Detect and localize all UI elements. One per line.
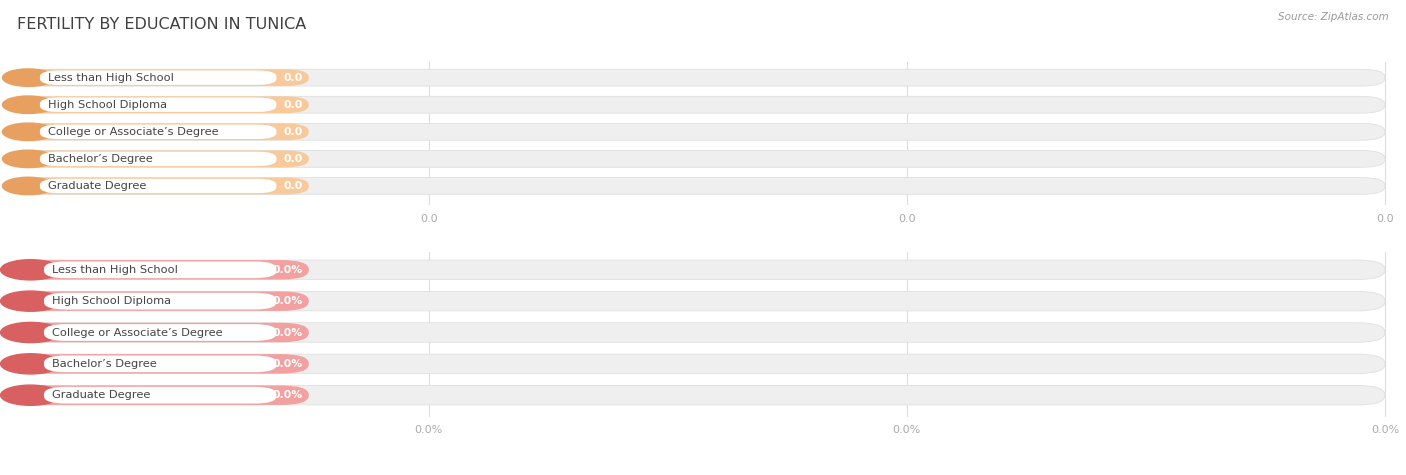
Text: High School Diploma: High School Diploma [48,100,167,110]
FancyBboxPatch shape [14,124,309,140]
Text: 0.0: 0.0 [284,127,304,137]
Text: 0.0: 0.0 [284,154,304,164]
Text: 0.0%: 0.0% [273,327,304,338]
FancyBboxPatch shape [14,386,1385,405]
FancyBboxPatch shape [44,293,277,310]
Text: 0.0: 0.0 [898,213,915,224]
Text: 0.0: 0.0 [1376,213,1393,224]
Text: 0.0: 0.0 [284,73,304,83]
FancyBboxPatch shape [39,179,277,193]
Text: 0.0: 0.0 [284,181,304,191]
Text: 0.0: 0.0 [420,213,437,224]
FancyBboxPatch shape [14,151,309,167]
FancyBboxPatch shape [14,151,1385,167]
FancyBboxPatch shape [14,354,309,373]
Text: Graduate Degree: Graduate Degree [52,390,150,400]
Text: FERTILITY BY EDUCATION IN TUNICA: FERTILITY BY EDUCATION IN TUNICA [17,17,307,32]
Circle shape [3,96,53,114]
Text: High School Diploma: High School Diploma [52,296,172,306]
Text: 0.0%: 0.0% [273,390,304,400]
FancyBboxPatch shape [14,69,309,86]
FancyBboxPatch shape [14,292,1385,311]
FancyBboxPatch shape [14,386,309,405]
FancyBboxPatch shape [39,124,277,139]
FancyBboxPatch shape [14,354,1385,373]
Text: 0.0%: 0.0% [273,296,304,306]
Circle shape [0,354,60,374]
Circle shape [3,123,53,141]
FancyBboxPatch shape [14,292,309,311]
Circle shape [3,150,53,168]
Text: 0.0%: 0.0% [893,425,921,435]
FancyBboxPatch shape [14,260,309,279]
Circle shape [0,260,60,280]
FancyBboxPatch shape [44,355,277,372]
FancyBboxPatch shape [44,261,277,278]
Text: 0.0%: 0.0% [273,359,304,369]
Text: Bachelor’s Degree: Bachelor’s Degree [52,359,157,369]
Text: College or Associate’s Degree: College or Associate’s Degree [52,327,224,338]
FancyBboxPatch shape [14,178,1385,194]
Text: 0.0: 0.0 [284,100,304,110]
Circle shape [3,69,53,86]
FancyBboxPatch shape [39,152,277,166]
Text: College or Associate’s Degree: College or Associate’s Degree [48,127,219,137]
FancyBboxPatch shape [14,124,1385,140]
Text: Graduate Degree: Graduate Degree [48,181,146,191]
FancyBboxPatch shape [14,96,1385,113]
FancyBboxPatch shape [14,96,309,113]
Circle shape [3,177,53,195]
FancyBboxPatch shape [14,323,1385,342]
Circle shape [0,323,60,342]
Text: 0.0%: 0.0% [1371,425,1399,435]
Text: Less than High School: Less than High School [52,265,179,275]
Text: 0.0%: 0.0% [415,425,443,435]
FancyBboxPatch shape [14,69,1385,86]
FancyBboxPatch shape [14,260,1385,279]
Circle shape [0,291,60,311]
Text: Source: ZipAtlas.com: Source: ZipAtlas.com [1278,12,1389,22]
Text: Bachelor’s Degree: Bachelor’s Degree [48,154,153,164]
FancyBboxPatch shape [39,97,277,112]
FancyBboxPatch shape [14,178,309,194]
FancyBboxPatch shape [14,323,309,342]
FancyBboxPatch shape [39,70,277,85]
Circle shape [0,385,60,405]
FancyBboxPatch shape [44,324,277,341]
FancyBboxPatch shape [44,387,277,404]
Text: Less than High School: Less than High School [48,73,174,83]
Text: 0.0%: 0.0% [273,265,304,275]
